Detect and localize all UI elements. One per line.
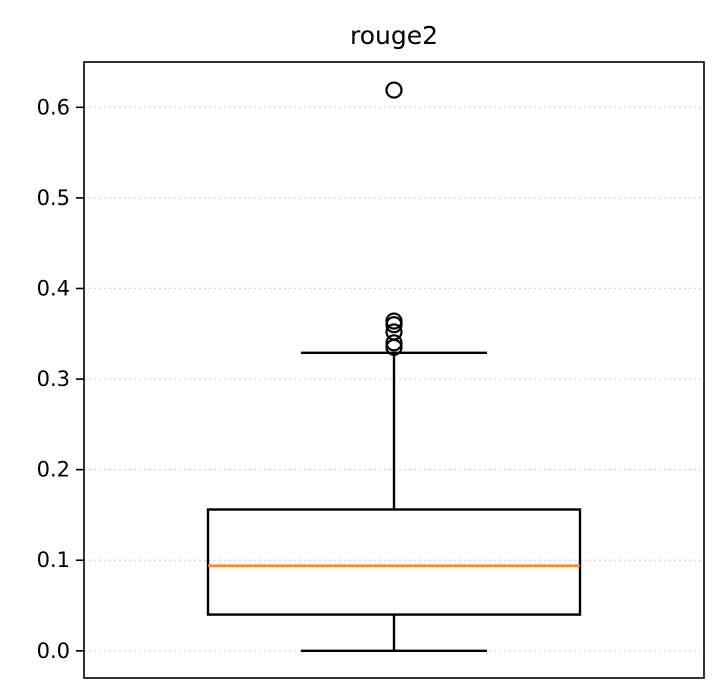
y-axis: 0.0 0.1 0.2 0.3 0.4 0.5 0.6 [37, 95, 84, 663]
iqr-box [206, 508, 582, 616]
chart-title: rouge2 [350, 21, 438, 50]
outlier-point [385, 312, 403, 330]
y-tick-label: 0.5 [37, 186, 70, 210]
y-tick-label: 0.6 [37, 95, 70, 119]
outlier-point [385, 323, 403, 341]
y-tick-label: 0.3 [37, 367, 70, 391]
y-tick-label: 0.4 [37, 276, 70, 300]
outlier-point [385, 81, 403, 99]
plot-frame [83, 61, 705, 679]
y-tick-label: 0.0 [37, 639, 70, 663]
y-tick-label: 0.1 [37, 548, 70, 572]
y-tick-label: 0.2 [37, 458, 70, 482]
box-layer [206, 81, 582, 653]
outlier-point [385, 334, 403, 352]
